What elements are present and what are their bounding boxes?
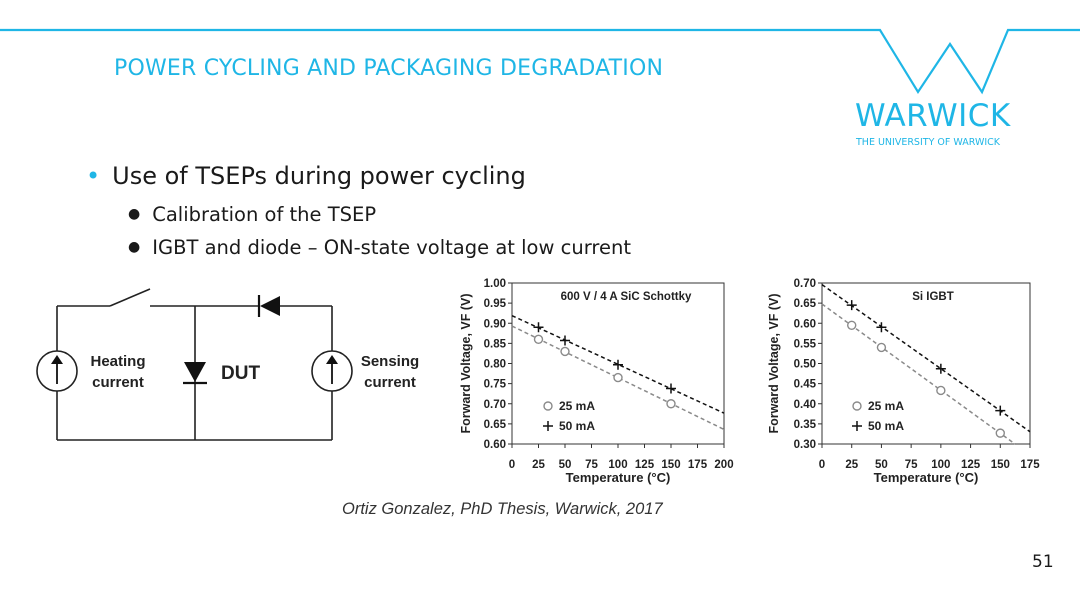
trend-line-50mA bbox=[511, 314, 725, 414]
data-point-plus bbox=[846, 300, 857, 311]
data-point-circle bbox=[666, 399, 676, 409]
bullet-main: • Use of TSEPs during power cycling bbox=[86, 162, 526, 190]
heating-label-line2: current bbox=[92, 374, 144, 391]
x-tick-label: 100 bbox=[608, 459, 627, 471]
bullet-main-text: Use of TSEPs during power cycling bbox=[112, 162, 526, 190]
y-tick-label: 0.90 bbox=[484, 318, 506, 330]
data-point-circle bbox=[995, 428, 1005, 438]
slide-title: POWER CYCLING AND PACKAGING DEGRADATION bbox=[114, 56, 664, 81]
heating-label-line1: Heating bbox=[90, 353, 145, 370]
chart-title: Si IGBT bbox=[912, 291, 954, 303]
x-tick-label: 150 bbox=[661, 459, 680, 471]
legend-label: 25 mA bbox=[868, 399, 904, 413]
legend-marker-circle bbox=[852, 401, 862, 411]
page-number: 51 bbox=[1032, 552, 1054, 572]
y-tick-label: 0.70 bbox=[794, 278, 816, 290]
trend-line-50mA bbox=[821, 284, 1031, 433]
data-point-circle bbox=[876, 342, 887, 353]
dut-diode-icon bbox=[183, 362, 207, 385]
y-tick-label: 1.00 bbox=[484, 278, 506, 290]
legend-marker-plus bbox=[852, 421, 862, 431]
bullet-dot-icon: • bbox=[86, 162, 101, 190]
y-tick-label: 0.70 bbox=[484, 399, 506, 411]
data-point-circle bbox=[560, 346, 570, 357]
y-tick-label: 0.60 bbox=[484, 439, 506, 451]
legend-marker-plus bbox=[543, 421, 553, 431]
y-tick-label: 0.35 bbox=[794, 419, 817, 431]
data-point-plus bbox=[935, 363, 946, 374]
x-tick-label: 25 bbox=[845, 459, 858, 471]
data-point-plus bbox=[533, 322, 544, 333]
sub-bullet-1: ● Calibration of the TSEP bbox=[128, 203, 376, 226]
dut-label: DUT bbox=[221, 363, 260, 384]
legend-label: 25 mA bbox=[559, 399, 595, 413]
sub-bullet-2-text: IGBT and diode – ON-state voltage at low… bbox=[152, 236, 631, 259]
y-axis-label: Forward Voltage, VF (V) bbox=[459, 293, 473, 433]
data-point-plus bbox=[876, 322, 887, 333]
chart-title: 600 V / 4 A SiC Schottky bbox=[561, 291, 692, 303]
x-tick-label: 75 bbox=[585, 459, 598, 471]
data-point-plus bbox=[613, 359, 623, 370]
bullet-dot-icon: ● bbox=[128, 206, 141, 222]
x-tick-label: 50 bbox=[875, 459, 888, 471]
x-tick-label: 200 bbox=[714, 459, 733, 471]
x-tick-label: 0 bbox=[819, 459, 825, 471]
x-tick-label: 50 bbox=[559, 459, 572, 471]
trend-line-25mA bbox=[821, 303, 1016, 445]
data-point-plus bbox=[560, 335, 570, 346]
header-rule-line bbox=[0, 28, 1080, 95]
x-tick-label: 150 bbox=[991, 459, 1010, 471]
x-tick-label: 175 bbox=[1020, 459, 1040, 471]
switch-icon bbox=[109, 288, 151, 307]
y-tick-label: 0.65 bbox=[484, 419, 507, 431]
y-tick-label: 0.30 bbox=[794, 439, 816, 451]
sub-bullet-2: ● IGBT and diode – ON-state voltage at lo… bbox=[128, 236, 631, 259]
heating-current-source-icon bbox=[36, 350, 78, 392]
y-tick-label: 0.65 bbox=[794, 298, 817, 310]
data-point-circle bbox=[613, 372, 623, 383]
data-point-plus bbox=[666, 383, 676, 394]
y-tick-label: 0.50 bbox=[794, 359, 816, 371]
warwick-logo-wordmark: WARWICK bbox=[855, 98, 1011, 134]
y-tick-label: 0.55 bbox=[794, 338, 817, 350]
trend-line-25mA bbox=[511, 325, 725, 431]
y-tick-label: 0.60 bbox=[794, 318, 816, 330]
y-tick-label: 0.75 bbox=[484, 379, 507, 391]
y-tick-label: 0.95 bbox=[484, 298, 507, 310]
y-tick-label: 0.85 bbox=[484, 338, 507, 350]
legend-label: 50 mA bbox=[559, 419, 595, 433]
sensing-label-line1: Sensing bbox=[361, 353, 419, 370]
top-diode-icon bbox=[257, 295, 280, 317]
data-point-plus bbox=[995, 405, 1006, 416]
x-tick-label: 125 bbox=[635, 459, 655, 471]
x-tick-label: 125 bbox=[961, 459, 981, 471]
x-axis-label: Temperature (°C) bbox=[566, 470, 671, 485]
sensing-label-line2: current bbox=[364, 374, 416, 391]
sub-bullet-1-text: Calibration of the TSEP bbox=[152, 203, 377, 226]
y-tick-label: 0.80 bbox=[484, 359, 506, 371]
legend-label: 50 mA bbox=[868, 419, 904, 433]
y-tick-label: 0.40 bbox=[794, 399, 816, 411]
data-point-circle bbox=[936, 385, 946, 396]
legend-marker-circle bbox=[543, 401, 553, 411]
y-axis-label: Forward Voltage, VF (V) bbox=[767, 293, 781, 433]
x-tick-label: 25 bbox=[532, 459, 545, 471]
x-axis-label: Temperature (°C) bbox=[874, 470, 979, 485]
bullet-dot-icon: ● bbox=[128, 239, 141, 255]
data-point-circle bbox=[533, 334, 544, 345]
citation: Ortiz Gonzalez, PhD Thesis, Warwick, 201… bbox=[342, 500, 663, 518]
y-tick-label: 0.45 bbox=[794, 379, 817, 391]
x-tick-label: 175 bbox=[688, 459, 708, 471]
warwick-logo-subtitle: THE UNIVERSITY OF WARWICK bbox=[856, 137, 1000, 148]
sensing-current-source-icon bbox=[311, 350, 353, 392]
data-point-circle bbox=[847, 320, 857, 330]
x-tick-label: 0 bbox=[509, 459, 515, 471]
x-tick-label: 75 bbox=[905, 459, 918, 471]
x-tick-label: 100 bbox=[931, 459, 950, 471]
